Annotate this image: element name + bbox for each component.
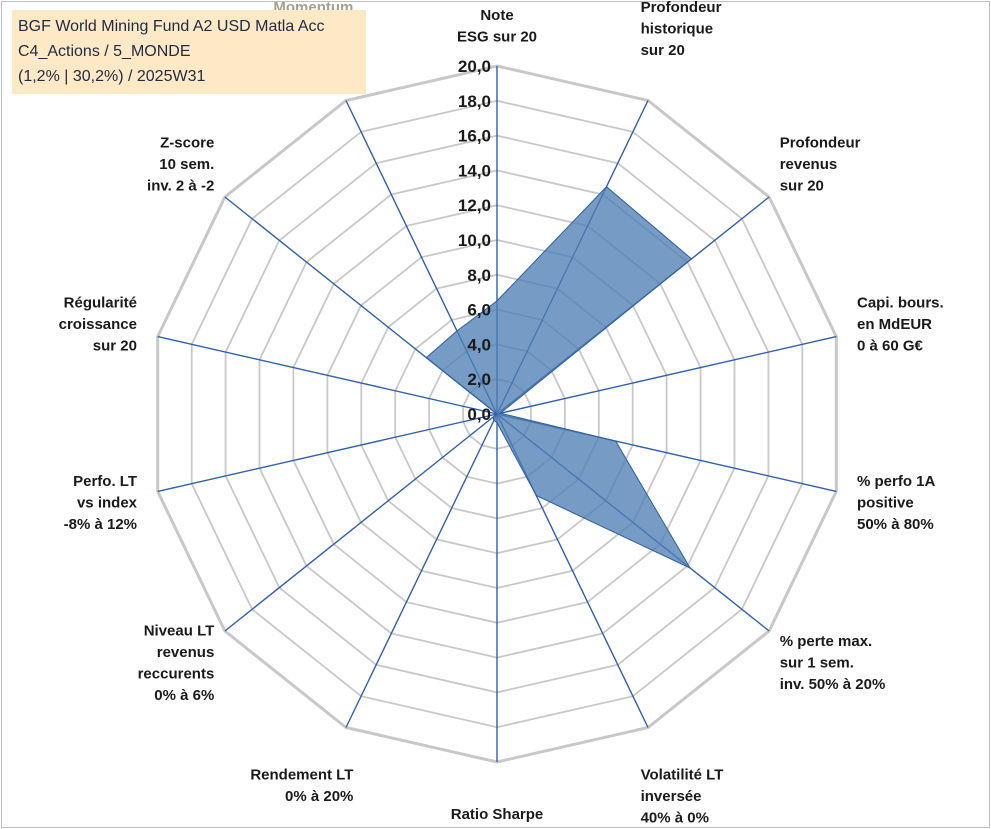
axis-label-line: Profondeur <box>641 0 722 16</box>
radar-tick-labels: 0,0 2,0 4,0 6,0 8,0 10,0 12,0 14,0 16,0 18,0 20,0 <box>458 57 491 424</box>
spoke-8 <box>345 413 498 728</box>
axis-label-4: % perfo 1A positive 50% à 80% <box>857 473 936 533</box>
axis-label-line: ESG sur 20 <box>457 29 537 46</box>
axis-label-line: % perfo 1A <box>857 473 936 490</box>
spoke-11 <box>157 335 498 415</box>
tick-label: 20,0 <box>458 57 491 76</box>
radar-axis-labels: Note ESG sur 20 Profondeur historique sur 20… <box>59 0 944 829</box>
tick-label: 6,0 <box>467 301 491 320</box>
axis-label-line: Volatilité LT <box>641 766 724 783</box>
axis-label-line: sur 20 <box>780 177 824 194</box>
axis-label-line: Niveau LT <box>144 622 215 639</box>
spoke-9 <box>224 413 498 632</box>
spoke-10 <box>157 413 498 493</box>
spoke-3 <box>496 335 837 415</box>
axis-label-12: Z-score 10 sem. inv. 2 à -2 <box>147 134 214 194</box>
axis-label-line: 0% à 20% <box>285 788 353 805</box>
radar-series <box>425 186 693 570</box>
tick-label: 0,0 <box>467 405 491 424</box>
tick-label: 14,0 <box>458 161 491 180</box>
axis-label-line: revenus <box>157 644 215 661</box>
axis-label-line: sur 20 <box>93 338 137 355</box>
axis-label-line: 50% à 80% <box>857 516 934 533</box>
tick-label: 8,0 <box>467 266 491 285</box>
axis-label-line: croissance <box>59 316 137 333</box>
axis-label-line: inv. 2 à -2 <box>147 177 214 194</box>
axis-label-line: inversée <box>641 788 702 805</box>
axis-label-line: 0 à 1 <box>480 828 513 829</box>
axis-label-line: historique <box>641 21 714 38</box>
axis-label-line: 10 sem. <box>159 156 214 173</box>
axis-label-11: Régularité croissance sur 20 <box>59 295 137 355</box>
axis-label-10: Perfo. LT vs index -8% à 12% <box>64 473 138 533</box>
axis-label-8: Rendement LT 0% à 20% <box>250 766 353 805</box>
axis-label-1: Profondeur historique sur 20 <box>641 0 722 59</box>
chart-title-line-3: (1,2% | 30,2%) / 2025W31 <box>18 68 206 85</box>
tick-label: 16,0 <box>458 127 491 146</box>
axis-label-line: reccurents <box>138 665 215 682</box>
axis-label-line: Z-score <box>160 134 214 151</box>
axis-label-line: inv. 50% à 20% <box>780 676 886 693</box>
tick-label: 18,0 <box>458 92 491 111</box>
axis-label-5: % perte max. sur 1 sem. inv. 50% à 20% <box>780 633 886 693</box>
axis-label-line: 40% à 0% <box>641 809 709 826</box>
axis-label-line: Régularité <box>64 295 137 312</box>
series-area <box>425 186 693 570</box>
axis-label-line: Profondeur <box>780 134 861 151</box>
chart-title-line-2: C4_Actions / 5_MONDE <box>18 43 191 60</box>
axis-label-line: 0% à 6% <box>154 687 214 704</box>
axis-label-line: sur 1 sem. <box>780 655 854 672</box>
axis-label-line: vs index <box>77 494 138 511</box>
axis-label-6: Volatilité LT inversée 40% à 0% <box>641 766 724 826</box>
axis-label-line: Ratio Sharpe <box>451 806 544 823</box>
axis-label-line: Note <box>480 7 513 24</box>
axis-label-line: revenus <box>780 156 838 173</box>
axis-label-3: Capi. bours. en MdEUR 0 à 60 G€ <box>857 295 944 355</box>
tick-label: 10,0 <box>458 231 491 250</box>
axis-label-line: Rendement LT <box>250 766 353 783</box>
chart-title-box: BGF World Mining Fund A2 USD Matla Acc C… <box>12 10 366 94</box>
tick-label: 12,0 <box>458 196 491 215</box>
axis-label-line: % perte max. <box>780 633 873 650</box>
axis-label-line: Capi. bours. <box>857 295 944 312</box>
axis-label-7: Ratio Sharpe 0 à 1 <box>451 806 544 829</box>
axis-label-line: 0 à 60 G€ <box>857 338 924 355</box>
tick-label: 2,0 <box>467 370 491 389</box>
axis-label-line: -8% à 12% <box>64 516 137 533</box>
axis-label-line: positive <box>857 494 914 511</box>
chart-title-line-1: BGF World Mining Fund A2 USD Matla Acc <box>18 18 325 35</box>
axis-label-0: Note ESG sur 20 <box>457 7 537 46</box>
axis-label-line: Perfo. LT <box>73 473 137 490</box>
axis-label-line: sur 20 <box>641 42 685 59</box>
axis-label-9: Niveau LT revenus reccurents 0% à 6% <box>138 622 215 704</box>
tick-label: 4,0 <box>467 335 491 354</box>
axis-label-line: en MdEUR <box>857 316 932 333</box>
axis-label-2: Profondeur revenus sur 20 <box>780 134 861 194</box>
